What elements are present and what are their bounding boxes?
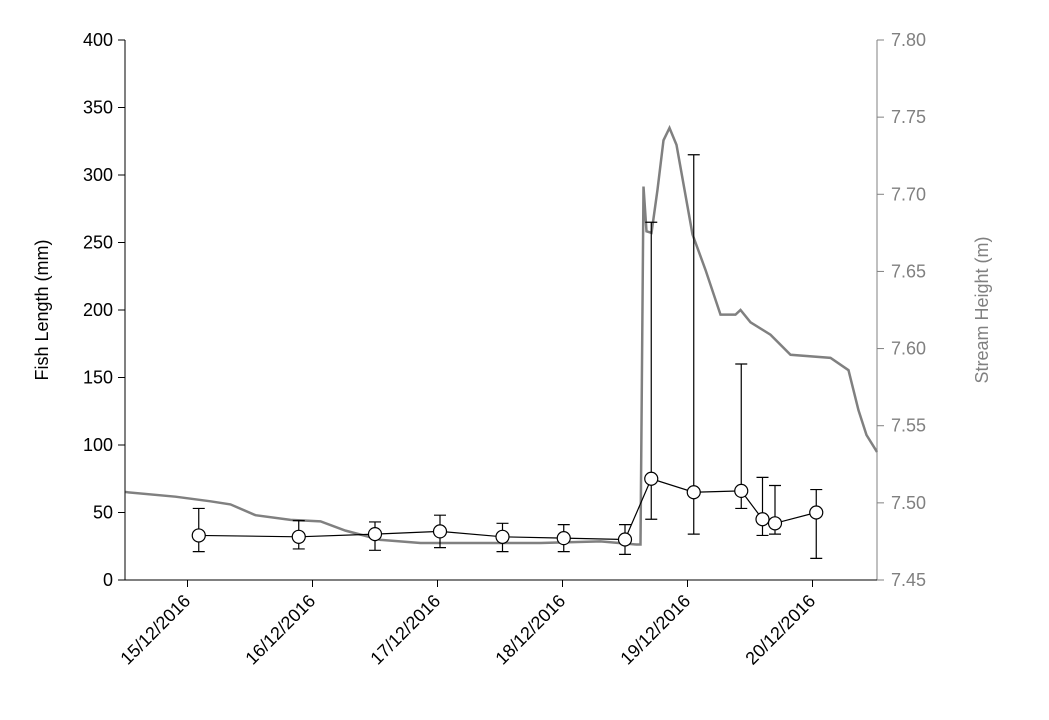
point: [495, 529, 510, 544]
y2-tick-label: 7.50: [891, 493, 926, 513]
x-tick-label: 19/12/2016: [616, 591, 694, 669]
x-tick-label: 17/12/2016: [366, 591, 444, 669]
y2-tick-label: 7.70: [891, 184, 926, 204]
point: [644, 471, 659, 486]
point: [686, 485, 701, 500]
y2-tick-label: 7.55: [891, 416, 926, 436]
y2-axis-label: Stream Height (m): [972, 236, 992, 383]
point: [809, 505, 824, 520]
y2-tick-label: 7.45: [891, 570, 926, 590]
point: [367, 526, 383, 542]
y-tick-label: 250: [83, 233, 113, 253]
y-tick-label: 0: [103, 570, 113, 590]
y-tick-label: 350: [83, 98, 113, 118]
x-tick-label: 20/12/2016: [741, 591, 819, 669]
y-tick-label: 50: [93, 503, 113, 523]
error-bar: [687, 154, 700, 535]
y2-tick-label: 7.60: [891, 339, 926, 359]
y-tick-label: 100: [83, 435, 113, 455]
x-tick-label: 15/12/2016: [116, 591, 194, 669]
y-tick-label: 200: [83, 300, 113, 320]
point: [734, 483, 749, 498]
series-line: [198, 478, 817, 541]
x-tick-label: 16/12/2016: [241, 591, 319, 669]
y2-tick-label: 7.80: [891, 30, 926, 50]
x-tick-label: 18/12/2016: [491, 591, 569, 669]
y-tick-label: 400: [83, 30, 113, 50]
error-bar: [645, 221, 658, 520]
point: [767, 516, 783, 531]
error-bar: [756, 476, 769, 537]
y2-tick-label: 7.75: [891, 107, 926, 127]
point: [191, 528, 206, 543]
y2-tick-label: 7.65: [891, 261, 926, 281]
y-axis-label: Fish Length (mm): [32, 239, 52, 380]
point: [755, 512, 770, 527]
y-tick-label: 300: [83, 165, 113, 185]
error-bar: [810, 488, 823, 559]
point: [556, 531, 571, 546]
point: [617, 532, 633, 547]
point: [291, 529, 306, 544]
point: [432, 524, 448, 539]
stream-line: [125, 124, 879, 546]
y-tick-label: 150: [83, 368, 113, 388]
